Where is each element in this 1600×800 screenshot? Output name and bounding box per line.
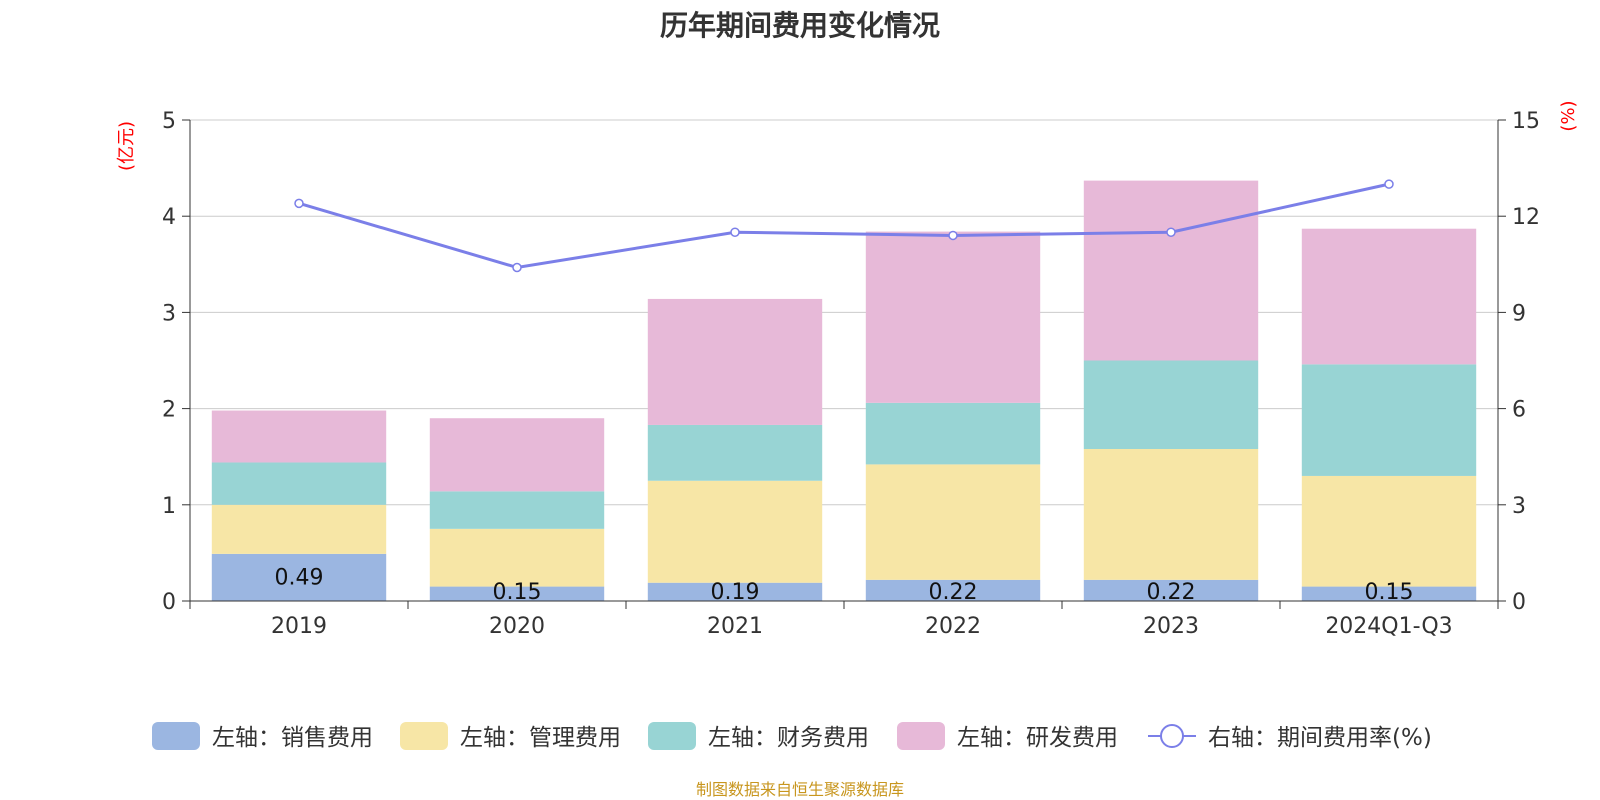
- y-right-tick-label: 3: [1512, 494, 1526, 519]
- bar-segment: [865, 464, 1041, 580]
- rate-point: [294, 198, 304, 209]
- source-note: 制图数据来自恒生聚源数据库: [695, 780, 904, 799]
- bar-segment: [1301, 586, 1477, 601]
- stacked-bars: [211, 180, 1477, 601]
- bar-segment: [1083, 180, 1259, 361]
- y-right-tick-label: 0: [1512, 590, 1526, 615]
- bar-segment: [429, 586, 605, 601]
- y-left-tick-label: 2: [162, 398, 176, 423]
- legend-swatch: [400, 722, 448, 750]
- bar-segment: [1083, 449, 1259, 580]
- bar-segment: [647, 480, 823, 583]
- y-right-tick-label: 15: [1512, 109, 1540, 134]
- x-tick-label: 2024Q1-Q3: [1325, 614, 1452, 639]
- legend-label: 左轴：销售费用: [212, 725, 373, 751]
- rate-point: [1384, 179, 1394, 189]
- y-left-tick-label: 0: [162, 590, 176, 615]
- bar-segment: [865, 231, 1041, 403]
- x-tick-label: 2023: [1143, 614, 1199, 639]
- chart-title: 历年期间费用变化情况: [659, 9, 940, 42]
- y-left-tick-label: 4: [162, 205, 176, 230]
- legend-circle-swatch: [1160, 724, 1184, 748]
- rate-point: [1166, 227, 1176, 237]
- rate-point: [948, 230, 958, 241]
- x-tick-label: 2022: [925, 614, 981, 639]
- bar-segment: [1083, 579, 1259, 601]
- bar-segment: [647, 582, 823, 601]
- bar-data-label: 0.22: [929, 580, 978, 605]
- bar-segment: [1301, 475, 1477, 587]
- bar-segment: [1301, 228, 1477, 365]
- y-right-unit: (%): [1558, 100, 1579, 131]
- bar-data-label: 0.19: [711, 580, 760, 605]
- y-left-tick-label: 3: [162, 301, 176, 326]
- legend-label: 左轴：管理费用: [460, 725, 621, 751]
- data-labels: 0.49 0.15 0.19 0.22 0.22 0.15: [275, 565, 1414, 605]
- bar-segment: [1083, 360, 1259, 450]
- y-right-tick-label: 12: [1512, 205, 1540, 230]
- y-right-tick-label: 9: [1512, 301, 1526, 326]
- bar-segment: [647, 424, 823, 481]
- x-tick-label: 2020: [489, 614, 545, 639]
- legend-swatch: [648, 722, 696, 750]
- bar-segment: [429, 491, 605, 529]
- bar-segment: [1301, 364, 1477, 476]
- gridlines: [190, 119, 1498, 506]
- legend-swatch: [897, 722, 945, 750]
- bar-segment: [865, 579, 1041, 601]
- rate-line: [294, 179, 1394, 273]
- bar-segment: [429, 418, 605, 492]
- rate-point: [730, 227, 740, 237]
- legend: 左轴：销售费用 左轴：管理费用 左轴：财务费用 左轴：研发费用 右轴：期间费用率(%): [152, 722, 1432, 751]
- legend-swatch: [152, 722, 200, 750]
- bar-segment: [865, 402, 1041, 465]
- y-left-unit: (亿元): [116, 121, 137, 171]
- y-left-tick-label: 1: [162, 494, 176, 519]
- y-right-tick-label: 6: [1512, 398, 1526, 423]
- bar-segment: [211, 553, 387, 601]
- bar-segment: [647, 298, 823, 425]
- y-left-tick-label: 5: [162, 109, 176, 134]
- bar-segment: [429, 528, 605, 587]
- x-tick-label: 2021: [707, 614, 763, 639]
- bar-data-label: 0.49: [275, 565, 324, 590]
- bar-data-label: 0.15: [493, 580, 542, 605]
- legend-label: 右轴：期间费用率(%): [1208, 725, 1432, 751]
- rate-point: [512, 262, 522, 273]
- bar-segment: [211, 410, 387, 463]
- legend-label: 左轴：研发费用: [957, 725, 1118, 751]
- bar-data-label: 0.22: [1147, 580, 1196, 605]
- bar-segment: [211, 504, 387, 554]
- rate-series-line: [298, 182, 1390, 270]
- bar-segment: [211, 462, 387, 505]
- x-tick-label: 2019: [271, 614, 327, 639]
- bar-data-label: 0.15: [1365, 580, 1414, 605]
- legend-label: 左轴：财务费用: [708, 725, 869, 751]
